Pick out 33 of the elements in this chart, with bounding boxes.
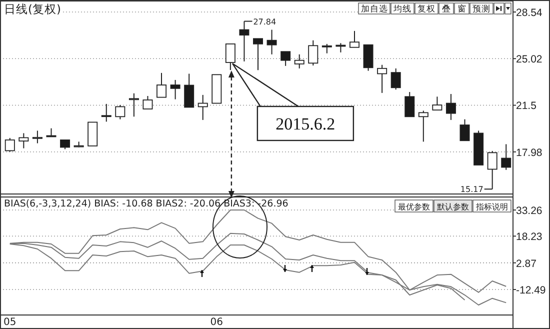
annotation: 预测 — [472, 4, 490, 14]
y-tick-label: -12.49 — [516, 284, 546, 297]
button: 预测 — [470, 2, 494, 14]
button: 指标说明 — [472, 200, 512, 212]
chart-title: 日线(复权) — [4, 2, 61, 16]
annotation: 窗 — [457, 4, 466, 14]
y-tick-label: 33.26 — [516, 205, 542, 217]
chart-title: BIAS(6,-3,3,12,24) BIAS: -10.68 BIAS2: -20.06 BIAS3: -26.96 — [4, 198, 288, 210]
y-tick-label: 21.5 — [516, 100, 537, 112]
annotation: 15.17 — [460, 185, 484, 194]
annotation: 均线 — [392, 4, 412, 14]
button: 叠 — [438, 2, 454, 14]
button: 均线 — [390, 2, 414, 14]
annotation: 加自选 — [360, 4, 388, 14]
y-tick-label: 25.02 — [516, 54, 542, 66]
x-tick-label: 06 — [210, 317, 224, 328]
annotation: 27.84 — [253, 17, 276, 26]
annotation: 指标说明 — [475, 202, 508, 212]
annotation: 默认参数 — [436, 202, 469, 212]
y-tick-label: 2.87 — [516, 258, 537, 270]
button: 最优参数 — [394, 200, 434, 212]
x-tick-label: 05 — [4, 317, 16, 328]
annotation: 2015.6.2 — [276, 114, 336, 134]
button: 窗 — [454, 2, 470, 14]
annotation: 叠 — [442, 4, 451, 14]
button: 复权 — [414, 2, 438, 14]
y-tick-label: 17.98 — [516, 146, 542, 159]
y-tick-label: 18.23 — [516, 231, 542, 244]
y-tick-label: 28.54 — [516, 6, 542, 19]
annotation: 复权 — [418, 4, 436, 14]
button: 默认参数 — [434, 200, 472, 212]
annotation: 最优参数 — [398, 202, 430, 212]
button: 加自选 — [358, 2, 390, 14]
